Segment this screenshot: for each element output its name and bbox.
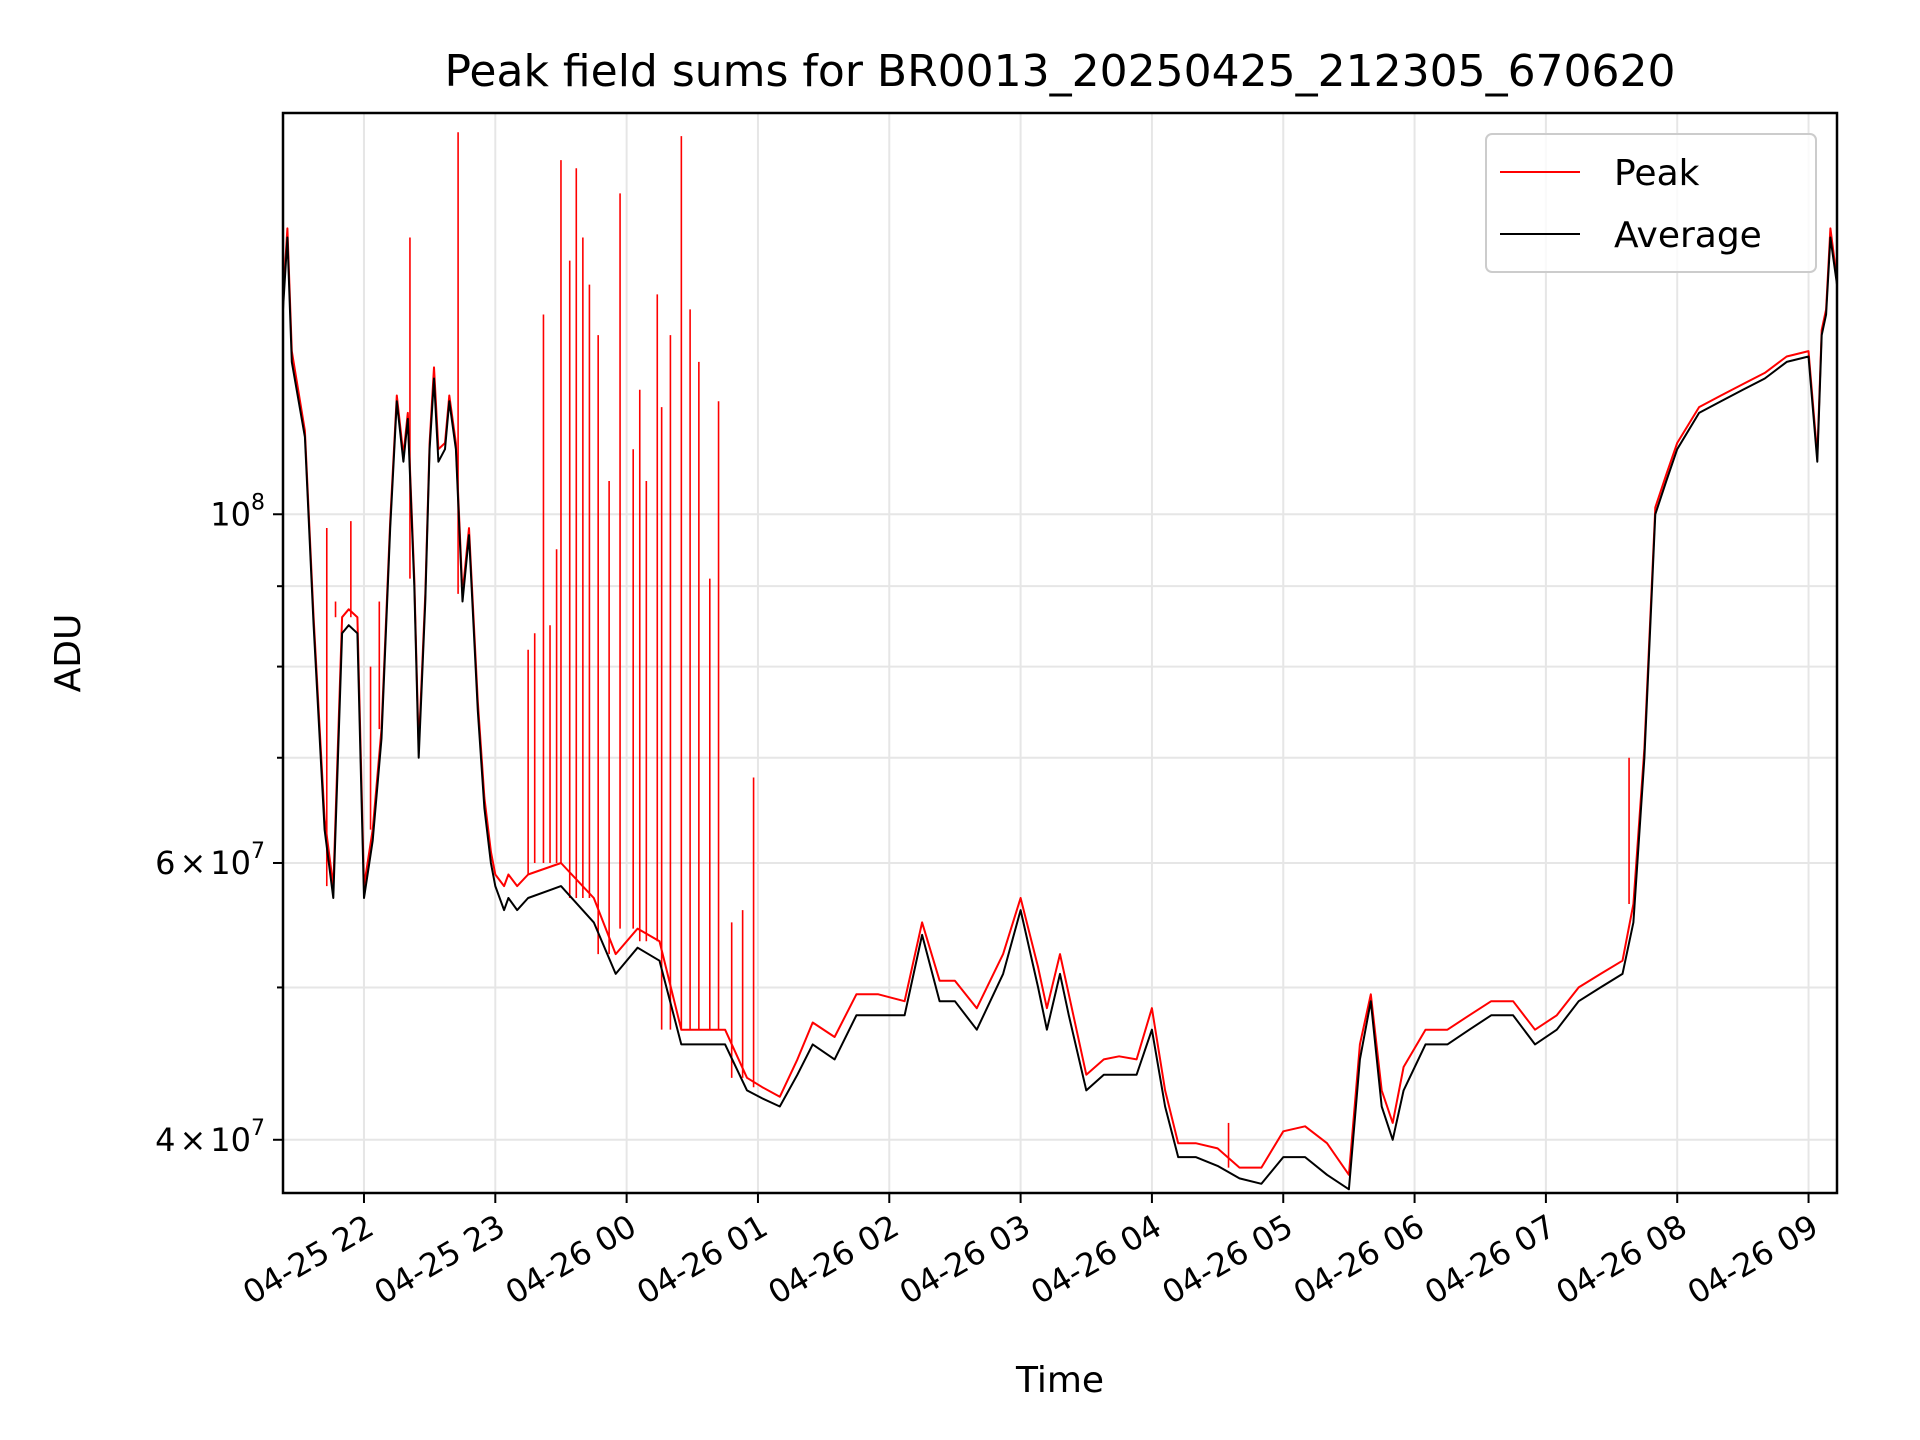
x-tick-label: 04-26 06	[1287, 1207, 1431, 1312]
y-tick-label: 4 × 107	[155, 1116, 265, 1159]
x-tick-label: 04-25 22	[236, 1207, 380, 1312]
legend: Peak Average	[1485, 133, 1817, 273]
x-tick-label: 04-26 05	[1156, 1207, 1300, 1312]
x-tick-label: 04-25 23	[368, 1207, 512, 1312]
y-axis-label: ADU	[48, 614, 89, 693]
x-tick-label: 04-26 07	[1418, 1207, 1562, 1312]
x-tick-label: 04-26 04	[1024, 1207, 1168, 1312]
x-tick-label: 04-26 00	[499, 1207, 643, 1312]
y-tick-label: 6 × 107	[155, 839, 265, 882]
y-axis: 4 × 107 6 × 107 108	[155, 490, 283, 1159]
x-tick-label: 04-26 08	[1550, 1207, 1694, 1312]
grid-layer	[283, 113, 1837, 1193]
series-line-peak	[283, 227, 1837, 1176]
legend-label: Peak	[1614, 153, 1700, 194]
series-layer	[283, 132, 1837, 1191]
x-tick-label: 04-26 02	[762, 1207, 906, 1312]
chart-title: Peak field sums for BR0013_20250425_2123…	[444, 46, 1675, 97]
x-tick-label: 04-26 09	[1681, 1207, 1825, 1312]
plot-frame	[281, 111, 1839, 1195]
series-line-average	[283, 236, 1837, 1191]
y-tick-label: 108	[210, 490, 265, 533]
x-axis-label: Time	[1015, 1360, 1104, 1401]
x-tick-label: 04-26 01	[630, 1207, 774, 1312]
legend-box	[1485, 133, 1817, 273]
x-tick-label: 04-26 03	[893, 1207, 1037, 1312]
legend-label: Average	[1614, 215, 1762, 256]
